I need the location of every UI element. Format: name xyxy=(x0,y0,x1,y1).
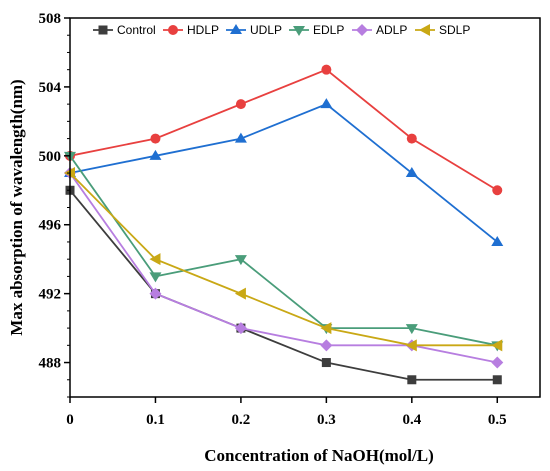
series-hdlp xyxy=(65,64,503,196)
legend-item-udlp: UDLP xyxy=(226,23,282,37)
data-point-adlp xyxy=(320,339,333,352)
y-axis-title: Max absorption of wavalength(nm) xyxy=(7,79,26,335)
legend-item-control: Control xyxy=(93,23,156,37)
y-tick-label: 500 xyxy=(39,149,62,165)
y-tick-label: 492 xyxy=(39,287,62,303)
y-tick-label: 488 xyxy=(39,356,62,372)
data-point-sdlp xyxy=(234,287,246,300)
series-line-control xyxy=(69,189,498,381)
y-tick-label: 508 xyxy=(39,11,62,27)
data-point-control xyxy=(492,375,502,385)
data-point-hdlp xyxy=(492,185,503,196)
series-control xyxy=(65,185,502,385)
data-point-sdlp xyxy=(491,339,503,352)
x-tick-label: 0.4 xyxy=(402,412,421,428)
data-point-udlp xyxy=(234,132,247,143)
legend-label-hdlp: HDLP xyxy=(187,23,219,37)
x-tick-label: 0.5 xyxy=(488,412,507,428)
data-point-sdlp xyxy=(320,322,332,335)
data-point-edlp xyxy=(149,272,162,283)
data-point-udlp xyxy=(149,149,162,160)
x-tick-label: 0 xyxy=(66,412,74,428)
data-point-udlp xyxy=(491,235,504,246)
legend-marker-hdlp xyxy=(168,25,178,35)
series-sdlp xyxy=(64,167,503,352)
data-point-udlp xyxy=(405,167,418,178)
y-tick-label: 496 xyxy=(39,218,62,234)
legend-label-udlp: UDLP xyxy=(250,23,282,37)
legend-label-adlp: ADLP xyxy=(376,23,407,37)
series-udlp xyxy=(64,98,504,246)
legend-item-sdlp: SDLP xyxy=(415,23,470,37)
data-point-adlp xyxy=(234,322,247,335)
data-point-edlp xyxy=(234,255,247,266)
data-point-adlp xyxy=(149,287,162,300)
legend-item-hdlp: HDLP xyxy=(163,23,219,37)
data-point-control xyxy=(321,358,331,368)
x-tick-label: 0.2 xyxy=(232,412,251,428)
series-line-adlp xyxy=(69,172,498,364)
series-line-hdlp xyxy=(69,68,498,192)
series-line-sdlp xyxy=(69,172,498,347)
legend-marker-sdlp xyxy=(419,24,430,36)
legend-marker-udlp xyxy=(230,24,242,34)
data-point-hdlp xyxy=(235,99,246,110)
series-adlp xyxy=(64,167,504,369)
x-tick-label: 0.1 xyxy=(146,412,165,428)
legend-marker-edlp xyxy=(293,26,305,36)
series-edlp xyxy=(64,151,504,352)
data-point-sdlp xyxy=(149,253,161,266)
data-point-udlp xyxy=(320,98,333,109)
legend-label-sdlp: SDLP xyxy=(439,23,470,37)
legend-label-control: Control xyxy=(117,23,156,37)
legend-marker-adlp xyxy=(356,24,368,36)
series-line-udlp xyxy=(69,103,498,243)
data-point-edlp xyxy=(405,324,418,335)
ticks: 0 0.1 0.2 0.3 0.4 0.5 488 492 496 500 504 508 xyxy=(39,11,507,428)
data-point-hdlp xyxy=(150,133,161,144)
legend-item-adlp: ADLP xyxy=(352,23,407,37)
y-tick-label: 504 xyxy=(39,80,62,96)
legend-marker-control xyxy=(98,25,108,35)
data-point-control xyxy=(407,375,417,385)
data-point-hdlp xyxy=(406,133,417,144)
legend-label-edlp: EDLP xyxy=(313,23,344,37)
data-point-hdlp xyxy=(321,64,332,75)
x-axis-title: Concentration of NaOH(mol/L) xyxy=(204,446,433,465)
legend-item-edlp: EDLP xyxy=(289,23,344,37)
data-point-sdlp xyxy=(405,339,417,352)
series-line-edlp xyxy=(69,155,498,347)
data-point-adlp xyxy=(491,356,504,369)
legend: Control HDLP UDLP EDLP ADLP SDLP xyxy=(93,23,470,37)
series-layer xyxy=(64,64,504,385)
x-tick-label: 0.3 xyxy=(317,412,336,428)
